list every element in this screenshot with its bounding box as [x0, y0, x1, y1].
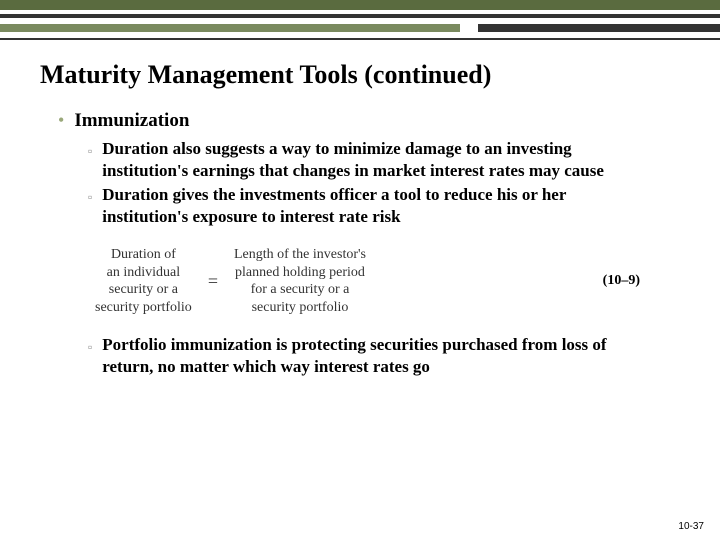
sub-bullet-icon: ▫: [88, 144, 92, 159]
main-bullet-item: • Immunization: [58, 110, 680, 132]
eq-line: security portfolio: [95, 299, 192, 317]
sub-bullet-item: ▫ Portfolio immunization is protecting s…: [88, 334, 680, 378]
equation-reference: (10–9): [603, 273, 640, 289]
page-number: 10-37: [678, 521, 704, 532]
main-bullet-text: Immunization: [74, 110, 189, 132]
slide-content: Maturity Management Tools (continued) • …: [0, 40, 720, 379]
border-stripe: [0, 0, 720, 10]
slide-title: Maturity Management Tools (continued): [40, 60, 680, 90]
sub-bullet-text: Duration gives the investments officer a…: [102, 184, 680, 228]
eq-line: Length of the investor's: [234, 246, 366, 264]
equals-sign: =: [208, 271, 218, 292]
eq-line: planned holding period: [234, 264, 366, 282]
bullet-icon: •: [58, 111, 64, 129]
sub-bullet-text: Duration also suggests a way to minimize…: [102, 138, 680, 182]
eq-line: security portfolio: [234, 299, 366, 317]
sub-bullet-item: ▫ Duration also suggests a way to minimi…: [88, 138, 680, 182]
eq-line: an individual: [95, 264, 192, 282]
decorative-top-border: [0, 0, 720, 40]
eq-line: for a security or a: [234, 281, 366, 299]
equation-figure: Duration of an individual security or a …: [95, 246, 640, 316]
eq-line: Duration of: [95, 246, 192, 264]
sub-bullet-icon: ▫: [88, 340, 92, 355]
eq-line: security or a: [95, 281, 192, 299]
border-stripe: [478, 24, 720, 32]
sub-bullet-text: Portfolio immunization is protecting sec…: [102, 334, 680, 378]
border-stripe: [0, 24, 460, 32]
sub-bullet-icon: ▫: [88, 190, 92, 205]
border-line: [0, 38, 720, 40]
equation-left-term: Duration of an individual security or a …: [95, 246, 192, 316]
sub-bullet-item: ▫ Duration gives the investments officer…: [88, 184, 680, 228]
border-stripe: [0, 14, 720, 18]
equation-right-term: Length of the investor's planned holding…: [234, 246, 366, 316]
